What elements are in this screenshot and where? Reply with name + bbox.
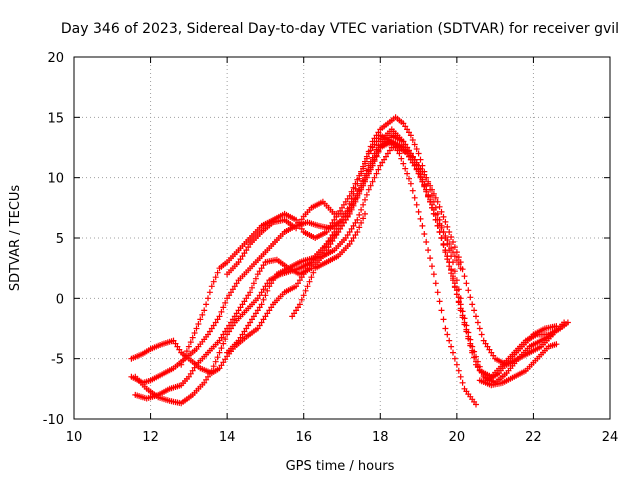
y-tick-label: 15 [47, 111, 64, 126]
x-tick-label: 14 [219, 430, 236, 445]
y-tick-label: -5 [51, 353, 64, 368]
data-point-markers [224, 126, 464, 278]
x-tick-label: 20 [449, 430, 466, 445]
x-axis-label: GPS time / hours [286, 459, 395, 474]
grid-lines [74, 57, 610, 419]
y-tick-label: 10 [47, 172, 64, 187]
x-tick-label: 16 [295, 430, 312, 445]
x-tick-label: 18 [372, 430, 389, 445]
data-points [128, 114, 571, 408]
series-trace-8 [289, 210, 368, 320]
data-point-markers [289, 210, 368, 320]
x-tick-label: 24 [602, 430, 619, 445]
series-trace-9 [476, 341, 560, 389]
x-tick-label: 22 [525, 430, 542, 445]
y-axis-label: SDTVAR / TECUs [8, 185, 23, 292]
chart-title: Day 346 of 2023, Sidereal Day-to-day VTE… [61, 21, 619, 37]
y-tick-label: 0 [56, 292, 64, 307]
x-tick-label: 12 [142, 430, 159, 445]
y-tick-label: 20 [47, 51, 64, 66]
x-tick-label: 10 [66, 430, 83, 445]
axis-ticks: 10 12 14 16 18 20 22 24 -10 -5 0 5 10 15 20 [43, 51, 619, 445]
y-tick-label: 5 [56, 232, 64, 247]
y-tick-label: -10 [43, 413, 64, 428]
series-trace-7 [224, 126, 464, 278]
data-point-markers [476, 341, 560, 389]
